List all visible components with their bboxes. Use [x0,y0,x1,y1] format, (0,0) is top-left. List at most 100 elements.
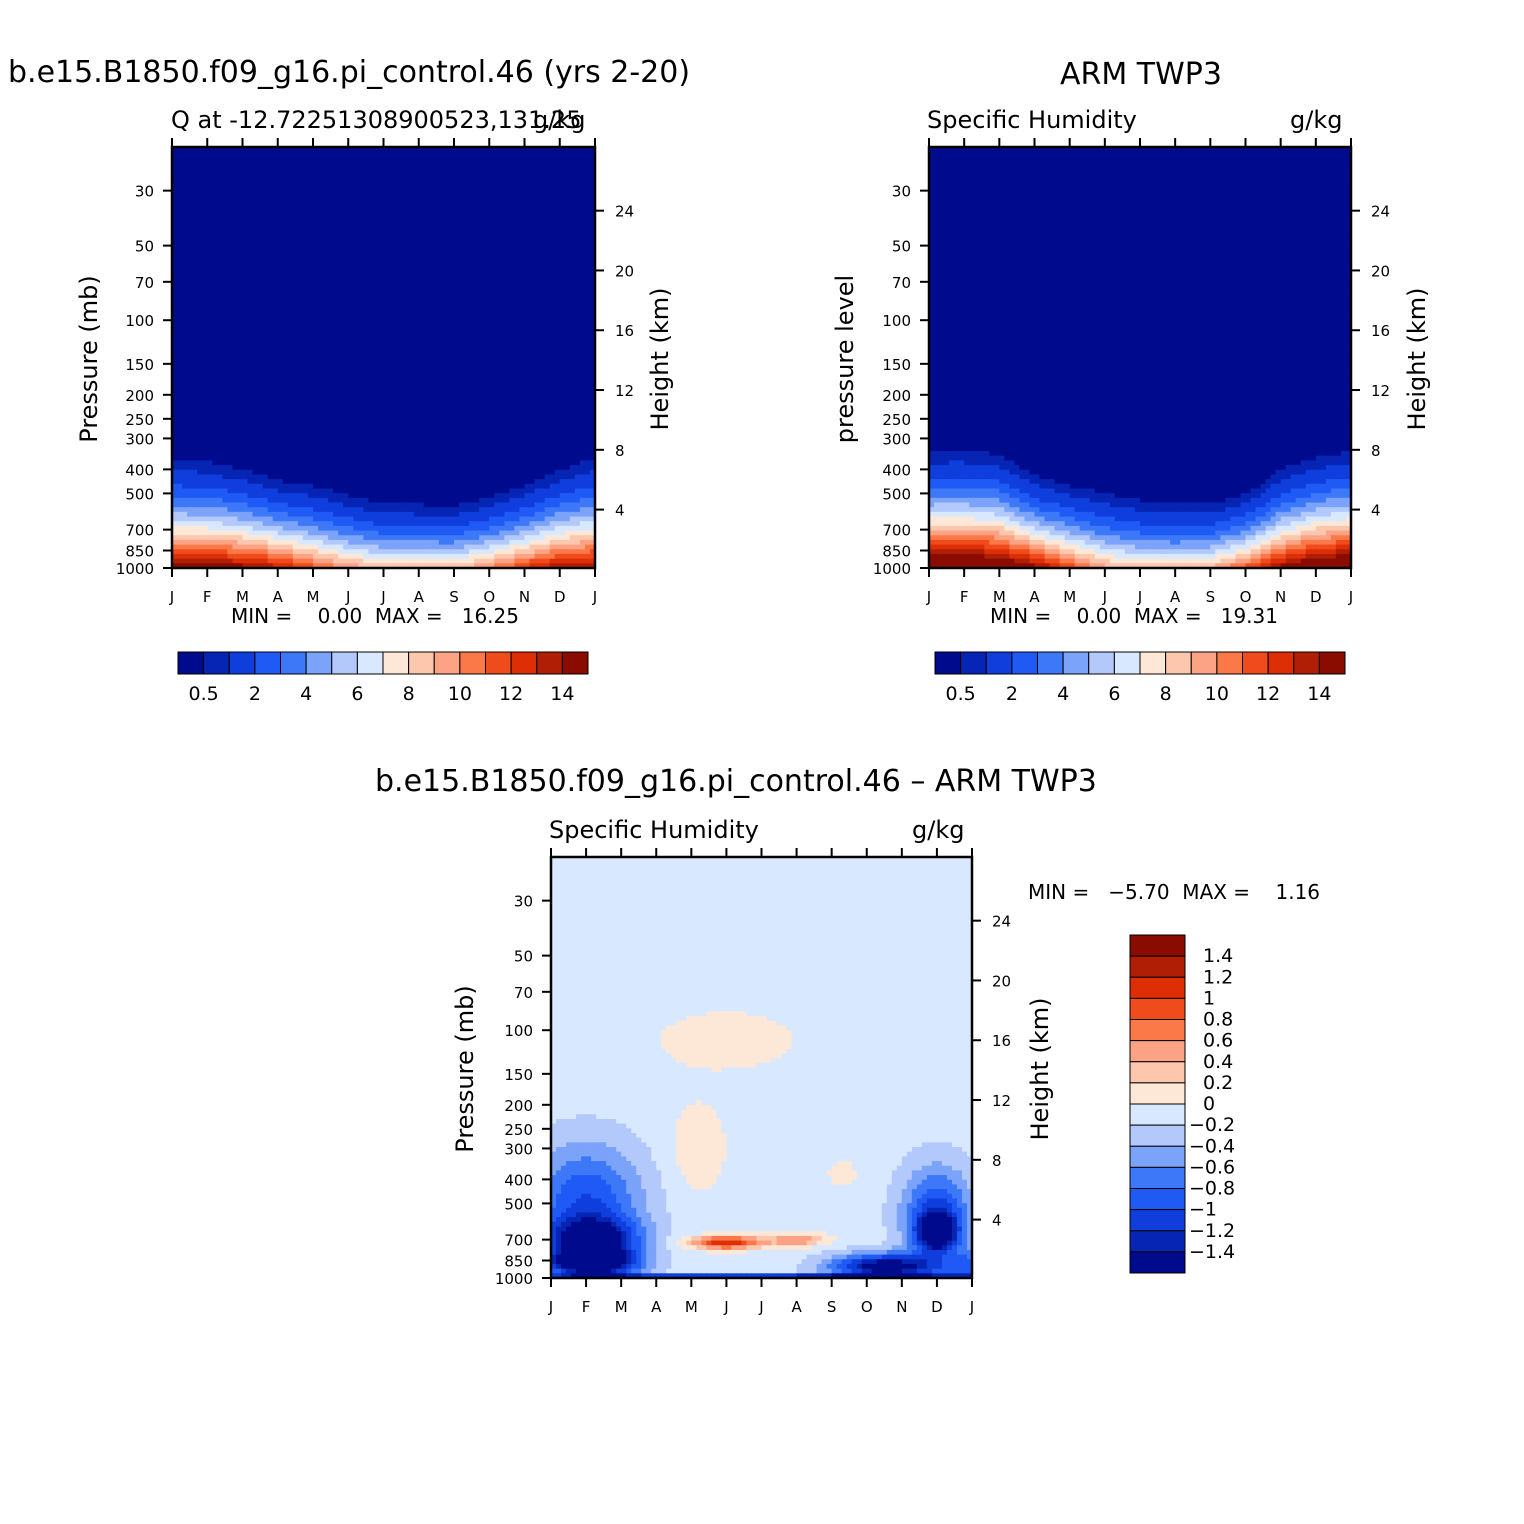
field-cell [559,179,566,186]
field-cell [252,287,259,293]
field-cell [433,156,440,162]
field-cell [539,273,546,279]
field-cell [197,226,203,232]
field-cell [413,226,420,232]
field-cell [172,161,178,167]
field-cell [363,198,369,204]
field-cell [202,254,208,260]
field-cell [464,277,470,284]
field-cell [569,235,576,242]
field-cell [564,217,571,223]
field-cell [373,324,380,331]
field-cell [277,404,284,410]
field-cell [378,254,385,260]
field-cell [242,179,249,186]
field-cell [353,282,359,288]
field-cell [192,380,198,387]
field-cell [177,249,183,256]
field-cell [464,226,470,232]
field-cell [408,385,415,391]
field-cell [549,371,556,377]
field-cell [554,254,561,260]
field-cell [514,207,521,214]
field-cell [192,310,198,316]
field-cell [549,231,556,237]
field-cell [378,376,385,382]
field-cell [222,259,228,265]
field-cell [438,376,445,382]
field-cell [207,226,213,232]
field-cell [549,287,556,293]
field-cell [252,357,259,363]
field-cell [313,147,319,153]
field-cell [237,296,244,302]
field-cell [333,320,339,326]
field-cell [267,156,274,162]
field-cell [262,371,269,377]
field-cell [539,189,546,195]
field-cell [469,221,475,228]
field-cell [297,380,304,387]
field-cell [418,296,425,302]
field-cell [423,366,430,373]
field-cell [464,408,470,415]
field-cell [428,296,435,302]
field-cell [464,296,470,302]
field-cell [242,165,249,171]
field-cell [227,203,234,209]
field-cell [247,292,254,298]
field-cell [549,240,556,246]
field-cell [222,376,228,382]
field-cell [318,399,324,405]
field-cell [373,151,380,157]
field-cell [257,413,264,419]
field-cell [302,254,309,260]
field-cell [172,301,178,307]
field-cell [448,371,455,377]
field-cell [247,376,254,382]
field-cell [272,245,279,251]
field-cell [282,277,289,284]
field-cell [443,240,450,246]
field-cell [338,207,344,214]
field-cell [383,170,390,176]
field-cell [489,380,495,387]
field-cell [469,362,475,368]
field-cell [574,193,581,200]
field-cell [318,348,324,354]
field-cell [544,362,551,368]
field-cell [232,249,239,256]
field-cell [267,385,274,391]
field-cell [534,343,541,349]
field-cell [554,399,561,405]
field-cell [524,193,531,200]
field-cell [403,394,410,401]
field-cell [338,348,344,354]
field-cell [584,259,591,265]
field-cell [459,390,465,396]
field-cell [237,352,244,359]
field-cell [454,268,460,274]
field-cell [559,413,566,419]
field-cell [237,371,244,377]
field-cell [363,324,369,331]
field-cell [454,408,460,415]
field-cell [423,418,430,424]
field-cell [257,198,264,204]
field-cell [448,203,455,209]
field-cell [307,184,314,190]
field-cell [237,343,244,349]
field-cell [433,249,440,256]
field-cell [232,277,239,284]
field-cell [277,348,284,354]
field-cell [423,189,430,195]
field-cell [217,245,223,251]
field-cell [388,324,395,331]
field-cell [212,315,218,321]
field-cell [182,413,188,419]
field-cell [438,193,445,200]
field-cell [459,263,465,270]
field-cell [469,179,475,186]
field-cell [504,371,510,377]
field-cell [222,170,228,176]
